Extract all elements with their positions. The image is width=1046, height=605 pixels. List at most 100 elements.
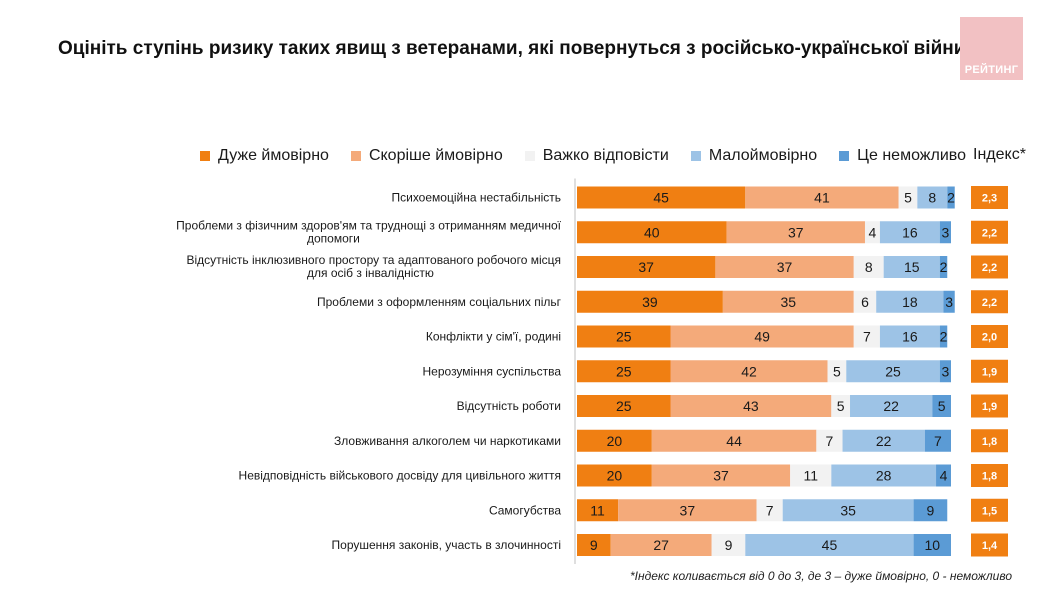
bar-segment <box>831 395 851 417</box>
legend-swatch <box>690 151 701 161</box>
data-label: 37 <box>680 502 696 518</box>
bar-segment <box>577 360 671 383</box>
bar-segment <box>577 186 746 209</box>
bar-segment <box>577 464 652 487</box>
data-label: 2 <box>940 329 948 345</box>
data-label: 44 <box>726 433 742 449</box>
data-label: 22 <box>883 398 899 414</box>
data-label: 25 <box>616 329 632 345</box>
index-box <box>971 186 1008 209</box>
data-label: 37 <box>777 259 793 275</box>
category-label: Проблеми з оформленням соціальних пільг <box>317 295 562 309</box>
data-label: 4 <box>869 224 877 240</box>
data-label: 11 <box>590 502 605 518</box>
index-box <box>971 325 1008 348</box>
data-label: 22 <box>876 433 892 449</box>
index-value: 1,5 <box>982 505 997 517</box>
bar-segment <box>827 360 847 383</box>
index-header: Індекс* <box>973 146 1026 163</box>
bar-segment <box>932 395 951 417</box>
data-label: 45 <box>822 537 838 553</box>
footnote: *Індекс коливається від 0 до 3, де 3 – д… <box>630 569 1013 583</box>
data-label: 20 <box>607 468 623 484</box>
data-label: 8 <box>928 190 936 206</box>
bar-segment <box>670 325 854 348</box>
bar-segment <box>651 429 817 452</box>
bar-segment <box>577 395 671 417</box>
data-label: 25 <box>885 363 901 379</box>
legend-label: Важко відповісти <box>542 147 669 164</box>
index-box <box>971 255 1008 279</box>
bar-segment <box>913 534 951 556</box>
index-box <box>971 220 1008 244</box>
legend-item-impossible: Це неможливо <box>839 147 966 165</box>
bar-segment <box>939 256 948 278</box>
bar-segment <box>618 499 757 522</box>
bar-segment <box>917 186 948 209</box>
data-label: 37 <box>788 224 804 240</box>
bar-segment <box>790 464 832 487</box>
rating-logo: РЕЙТИНГ <box>960 17 1023 80</box>
data-label: 15 <box>904 259 920 275</box>
bar-segment <box>577 429 652 452</box>
data-label: 5 <box>837 398 845 414</box>
category-label: Зловживання алкоголем чи наркотиками <box>334 434 561 448</box>
index-box <box>971 464 1008 487</box>
data-label: 11 <box>803 468 818 484</box>
logo-text: РЕЙТИНГ <box>964 64 1019 76</box>
data-label: 42 <box>741 363 757 379</box>
bar-segment <box>577 290 723 313</box>
legend-item-unlikely: Малоймовірно <box>690 147 817 165</box>
category-label: Невідповідність військового досвіду для … <box>239 469 561 483</box>
bar-segment <box>879 221 940 244</box>
bar-segment <box>782 499 914 522</box>
data-label: 7 <box>934 433 942 449</box>
category-label: Проблеми з фізичним здоров'ям та труднощ… <box>176 218 562 245</box>
index-value: 2,2 <box>982 297 997 309</box>
index-value: 2,0 <box>982 332 997 344</box>
index-value: 1,4 <box>982 540 998 552</box>
category-label: Нерозуміння суспільства <box>423 364 562 378</box>
index-value: 2,2 <box>982 262 997 274</box>
legend-label: Скоріше ймовірно <box>368 147 503 164</box>
data-label: 5 <box>833 363 841 379</box>
bar-segment <box>670 360 828 383</box>
bar-segment <box>853 256 884 278</box>
data-label: 7 <box>766 502 774 518</box>
bar-segment <box>947 186 955 209</box>
data-label: 43 <box>743 398 759 414</box>
legend-item-very-likely: Дуже ймовірно <box>200 147 329 165</box>
data-label: 25 <box>616 363 632 379</box>
data-label: 5 <box>938 398 946 414</box>
data-label: 9 <box>590 537 598 553</box>
bar-segment <box>816 429 843 452</box>
bar-segment <box>850 395 933 417</box>
bar-segment <box>939 360 951 383</box>
bar-segment <box>726 221 865 244</box>
bar-segment <box>883 256 940 278</box>
data-label: 16 <box>902 224 918 240</box>
index-box <box>971 359 1008 383</box>
legend-swatch <box>200 151 210 161</box>
bar-segment <box>943 290 955 313</box>
data-label: 9 <box>725 537 733 553</box>
category-label: Самогубства <box>489 503 561 517</box>
data-label: 7 <box>826 433 834 449</box>
bar-segment <box>756 499 783 522</box>
bar-segment <box>711 534 746 556</box>
bar-segment <box>577 499 619 522</box>
data-label: 27 <box>653 537 669 553</box>
data-label: 2 <box>940 259 948 275</box>
bar-segment <box>939 221 951 244</box>
data-label: 8 <box>865 259 873 275</box>
bar-segment <box>853 290 877 313</box>
legend-swatch <box>350 151 361 161</box>
bar-segment <box>577 325 671 348</box>
data-label: 2 <box>947 190 955 206</box>
data-label: 40 <box>644 224 660 240</box>
bar-segment <box>577 221 727 244</box>
legend-label: Дуже ймовірно <box>218 147 329 164</box>
index-value: 1,9 <box>982 401 997 413</box>
chart-title: Оцініть ступінь ризику таких явищ з вете… <box>58 38 978 59</box>
